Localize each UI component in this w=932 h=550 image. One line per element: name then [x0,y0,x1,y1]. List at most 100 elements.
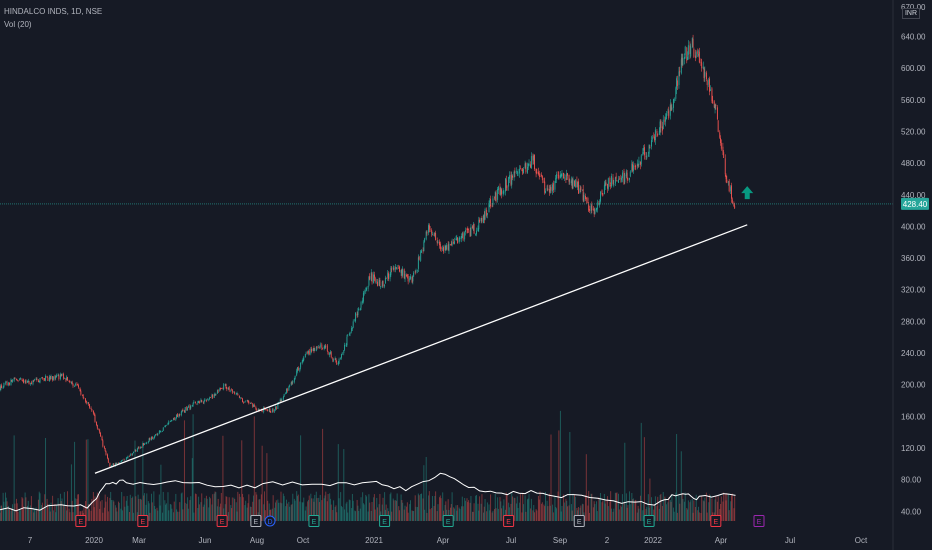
earnings-marker[interactable]: E [308,515,320,527]
candle [580,185,582,193]
time-axis[interactable]: 7 2020 Mar Jun Aug Oct 2021 Apr Jul Sep 2 2022 Apr Ju… [28,536,868,545]
candle [60,373,62,377]
event-label: E [506,519,511,526]
volume-bar [23,506,25,521]
volume-bar [472,511,474,521]
volume-bar [634,500,636,521]
candle [227,386,229,391]
earnings-marker[interactable]: E [710,515,722,527]
candle [571,177,573,190]
currency-badge[interactable]: INR [901,8,920,19]
symbol-title[interactable]: HINDALCO INDS, 1D, NSE [4,7,103,16]
candle [454,237,455,245]
volume-bar [348,499,350,521]
candle [289,384,291,388]
volume-bar [346,501,348,521]
candle [3,382,5,388]
volume-bar [395,500,397,521]
volume-bar [172,512,174,521]
volume-bar [2,492,4,521]
volume-bar [319,494,321,521]
volume-bar [568,505,570,521]
candle [90,406,92,410]
y-tick-label: 440.00 [901,191,926,200]
candle [54,374,56,381]
dividend-marker[interactable]: D [264,515,276,527]
volume-bar [118,502,120,521]
candle [676,76,678,95]
earnings-marker[interactable]: E [442,515,454,527]
candle [8,382,10,386]
candle [43,377,45,382]
candle [393,266,395,273]
volume-bar [376,497,378,521]
candle [395,264,397,273]
volume-bar [146,493,148,521]
event-label: E [254,519,259,526]
candle [424,237,426,243]
volume-bar [55,512,57,521]
earnings-marker[interactable]: E [573,515,585,527]
candle [631,160,633,173]
candle [99,429,101,434]
y-tick-label: 40.00 [901,507,922,516]
volume-bar [340,505,342,521]
earnings-marker[interactable]: E [75,515,87,527]
candle [296,368,298,377]
candle [552,180,554,193]
earnings-marker[interactable]: E [643,515,655,527]
volume-bar [123,496,125,521]
candle [348,333,350,336]
candle [30,382,32,386]
candle [582,184,584,203]
candle [724,154,726,177]
candle [362,297,364,305]
volume-bar [581,503,583,521]
volume-bar [92,492,94,521]
candle [398,264,400,270]
candle [659,119,661,136]
earnings-marker[interactable]: E [753,515,765,527]
earnings-marker[interactable]: E [250,515,262,527]
earnings-marker[interactable]: E [379,515,391,527]
candle [120,461,122,463]
candle [690,43,692,58]
volume-bar [205,495,207,521]
volume-bar [453,508,455,521]
candle [255,405,257,411]
volume-bar [228,497,230,521]
candle [560,173,562,178]
candle [720,139,722,151]
candle [157,432,159,437]
volume-bar [433,505,435,521]
candle [112,463,114,466]
candle [433,232,435,236]
earnings-marker[interactable]: E [216,515,228,527]
candle [708,77,710,88]
volume-bar [535,509,537,521]
earnings-marker[interactable]: E [503,515,515,527]
volume-bar [107,511,109,521]
volume-bar [490,494,492,521]
volume-indicator-label[interactable]: Vol (20) [4,20,32,29]
candle [223,383,225,391]
candle [282,395,284,401]
candle [322,347,324,350]
volume-bar [110,500,112,521]
earnings-marker[interactable]: E [137,515,149,527]
candle [567,172,568,181]
volume-bar [482,512,484,521]
candle [316,345,318,350]
candle [684,45,686,59]
candle [165,424,167,426]
volume-bar [359,508,361,521]
candle [618,176,620,181]
candle [715,103,717,110]
volume-bar [16,503,18,521]
price-axis[interactable]: 670.00 640.00 600.00 560.00 520.00 480.00 440.… [892,0,932,550]
trendline[interactable] [94,224,748,474]
candle [538,170,540,180]
candle [173,417,174,421]
volume-bar [530,508,532,521]
